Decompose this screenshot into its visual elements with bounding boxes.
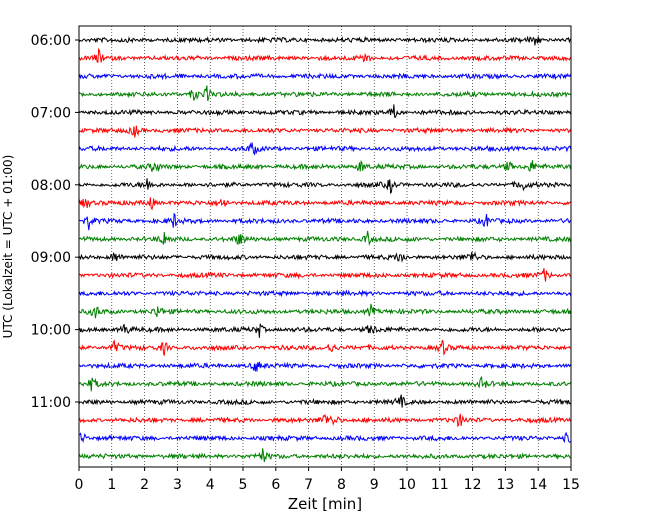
trace-1100 bbox=[78, 394, 572, 408]
trace-1015 bbox=[78, 339, 572, 356]
trace-1000 bbox=[78, 323, 572, 338]
x-tick-label: 15 bbox=[562, 477, 580, 493]
x-tick-label: 12 bbox=[464, 477, 482, 493]
x-tick-label: 13 bbox=[496, 477, 514, 493]
trace-0815 bbox=[78, 197, 572, 211]
trace-0645 bbox=[78, 85, 572, 102]
x-tick-label: 0 bbox=[75, 477, 84, 493]
trace-0845 bbox=[78, 230, 572, 247]
x-tick-label: 4 bbox=[206, 477, 215, 493]
trace-1030 bbox=[78, 361, 572, 372]
x-tick-label: 7 bbox=[304, 477, 313, 493]
x-axis: 0 1 2 3 4 5 6 7 8 9 10 11 12 13 14 15 bbox=[75, 467, 580, 493]
y-tick-label: 07:00 bbox=[31, 105, 71, 121]
trace-1045 bbox=[78, 375, 572, 392]
x-tick-label: 9 bbox=[370, 477, 379, 493]
x-tick-label: 8 bbox=[337, 477, 346, 493]
trace-0830 bbox=[78, 212, 572, 231]
x-tick-label: 11 bbox=[431, 477, 449, 493]
x-tick-label: 5 bbox=[239, 477, 248, 493]
trace-0945 bbox=[78, 303, 572, 319]
trace-0615 bbox=[78, 47, 572, 64]
x-tick-label: 1 bbox=[107, 477, 116, 493]
trace-0745 bbox=[78, 160, 572, 173]
x-tick-label: 14 bbox=[529, 477, 547, 493]
plot-frame bbox=[78, 25, 572, 468]
y-tick-label: 11:00 bbox=[31, 395, 71, 411]
trace-0600 bbox=[78, 35, 572, 46]
x-axis-label: Zeit [min] bbox=[288, 495, 362, 513]
y-tick-label: 09:00 bbox=[31, 250, 71, 266]
y-tick-label: 08:00 bbox=[31, 178, 71, 194]
trace-1130 bbox=[78, 431, 572, 444]
y-axis-label: UTC (Lokalzeit = UTC + 01:00) bbox=[1, 155, 15, 339]
trace-0730 bbox=[78, 142, 572, 156]
y-tick-label: 06:00 bbox=[31, 33, 71, 49]
trace-1115 bbox=[78, 413, 572, 428]
x-tick-label: 3 bbox=[173, 477, 182, 493]
trace-0930 bbox=[78, 289, 572, 298]
trace-0900 bbox=[78, 251, 572, 263]
trace-group bbox=[78, 35, 572, 463]
trace-0630 bbox=[78, 72, 572, 81]
trace-0700 bbox=[78, 104, 572, 118]
x-tick-label: 10 bbox=[398, 477, 416, 493]
trace-0800 bbox=[78, 178, 572, 194]
trace-0715 bbox=[78, 125, 572, 138]
y-tick-label: 10:00 bbox=[31, 323, 71, 339]
x-tick-label: 6 bbox=[271, 477, 280, 493]
trace-1145 bbox=[78, 448, 572, 463]
x-tick-label: 2 bbox=[140, 477, 149, 493]
y-axis: 06:00 07:00 08:00 09:00 10:00 11:00 bbox=[31, 33, 79, 411]
trace-0915 bbox=[78, 268, 572, 282]
